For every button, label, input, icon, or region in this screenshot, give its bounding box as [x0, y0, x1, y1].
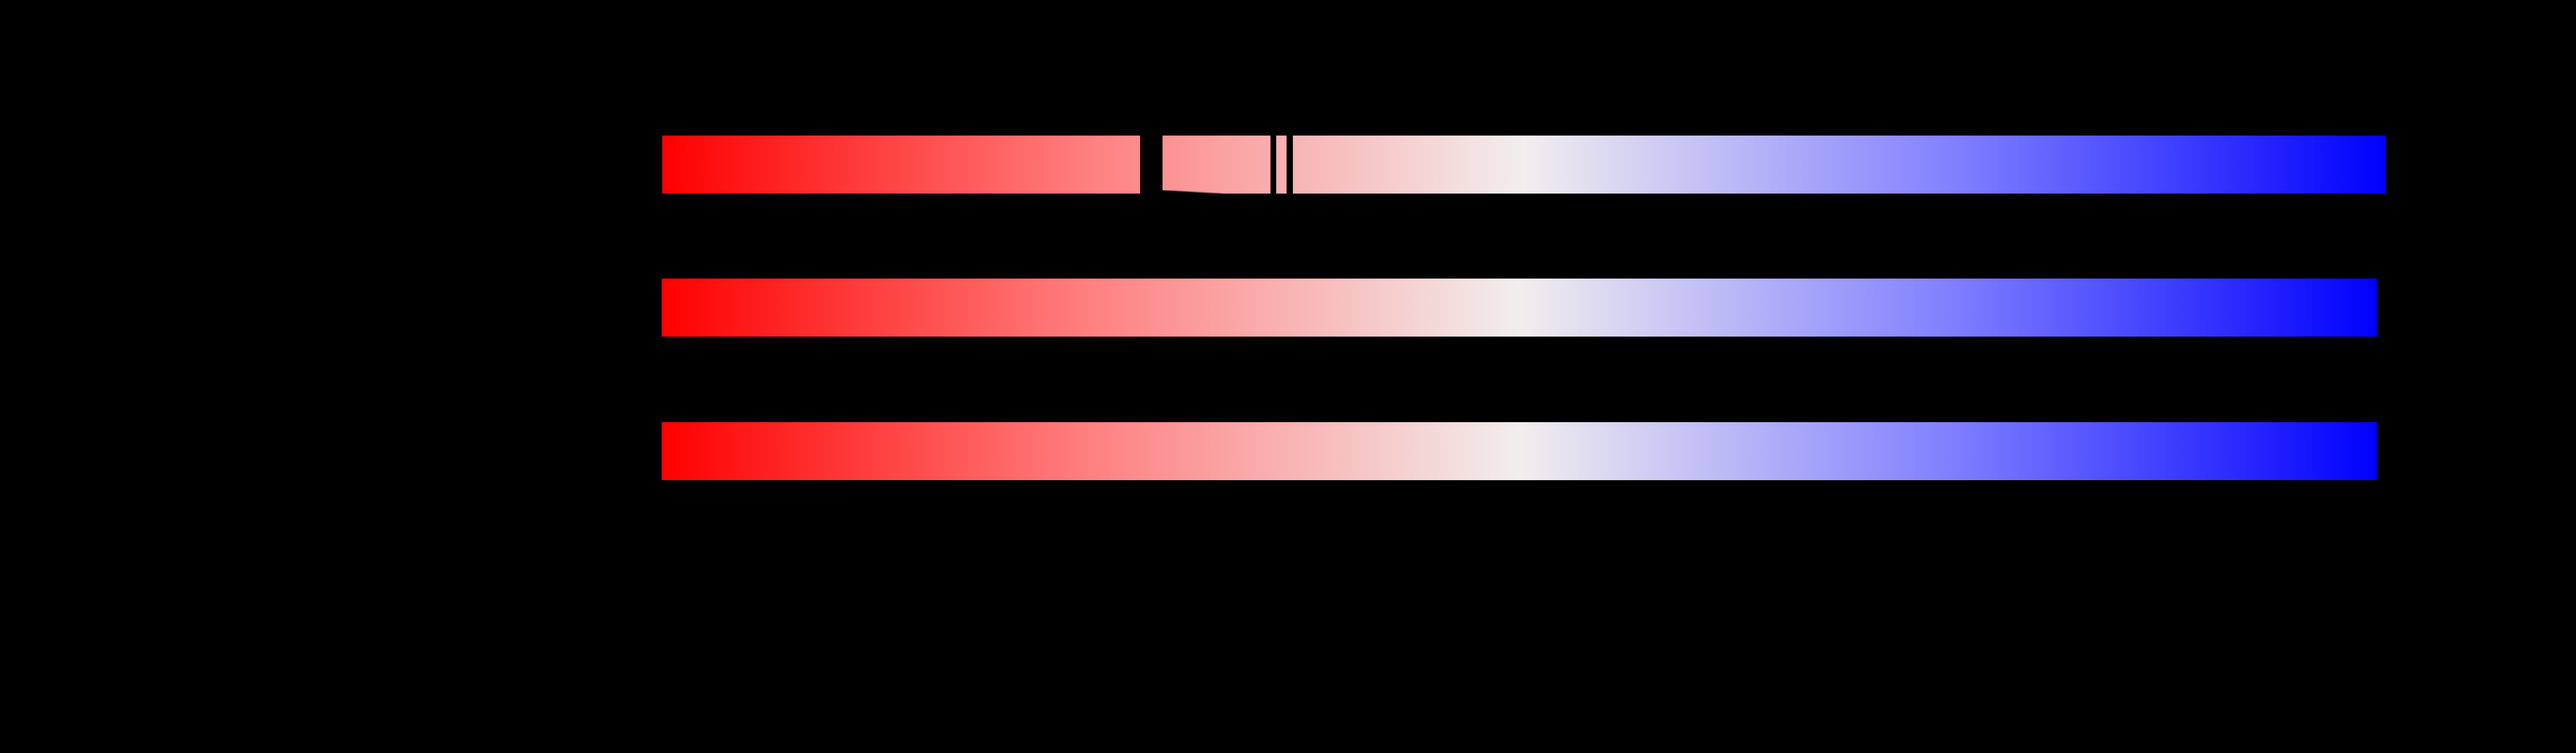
- colorbar-1-gap-2: [1270, 136, 1276, 194]
- colorbar-1-gap-1: [1140, 136, 1163, 194]
- colorbar-3-segment-1: [662, 422, 2377, 480]
- colorbar-1-segment-3: [1276, 136, 1287, 194]
- colorbar-1-segment-1: [662, 136, 1140, 194]
- colorbar-1-segment-2-edge-artifact: [1163, 190, 1222, 194]
- colorbar-2-segment-1: [662, 279, 2377, 337]
- colorbar-1-segment-4: [1293, 136, 2385, 194]
- colorbar-3: [662, 422, 2377, 480]
- colorbar-1: [662, 136, 2385, 194]
- colorbar-1-segment-2: [1163, 136, 1270, 194]
- colorbar-1-gap-3: [1287, 136, 1293, 194]
- colorbar-2: [662, 279, 2377, 337]
